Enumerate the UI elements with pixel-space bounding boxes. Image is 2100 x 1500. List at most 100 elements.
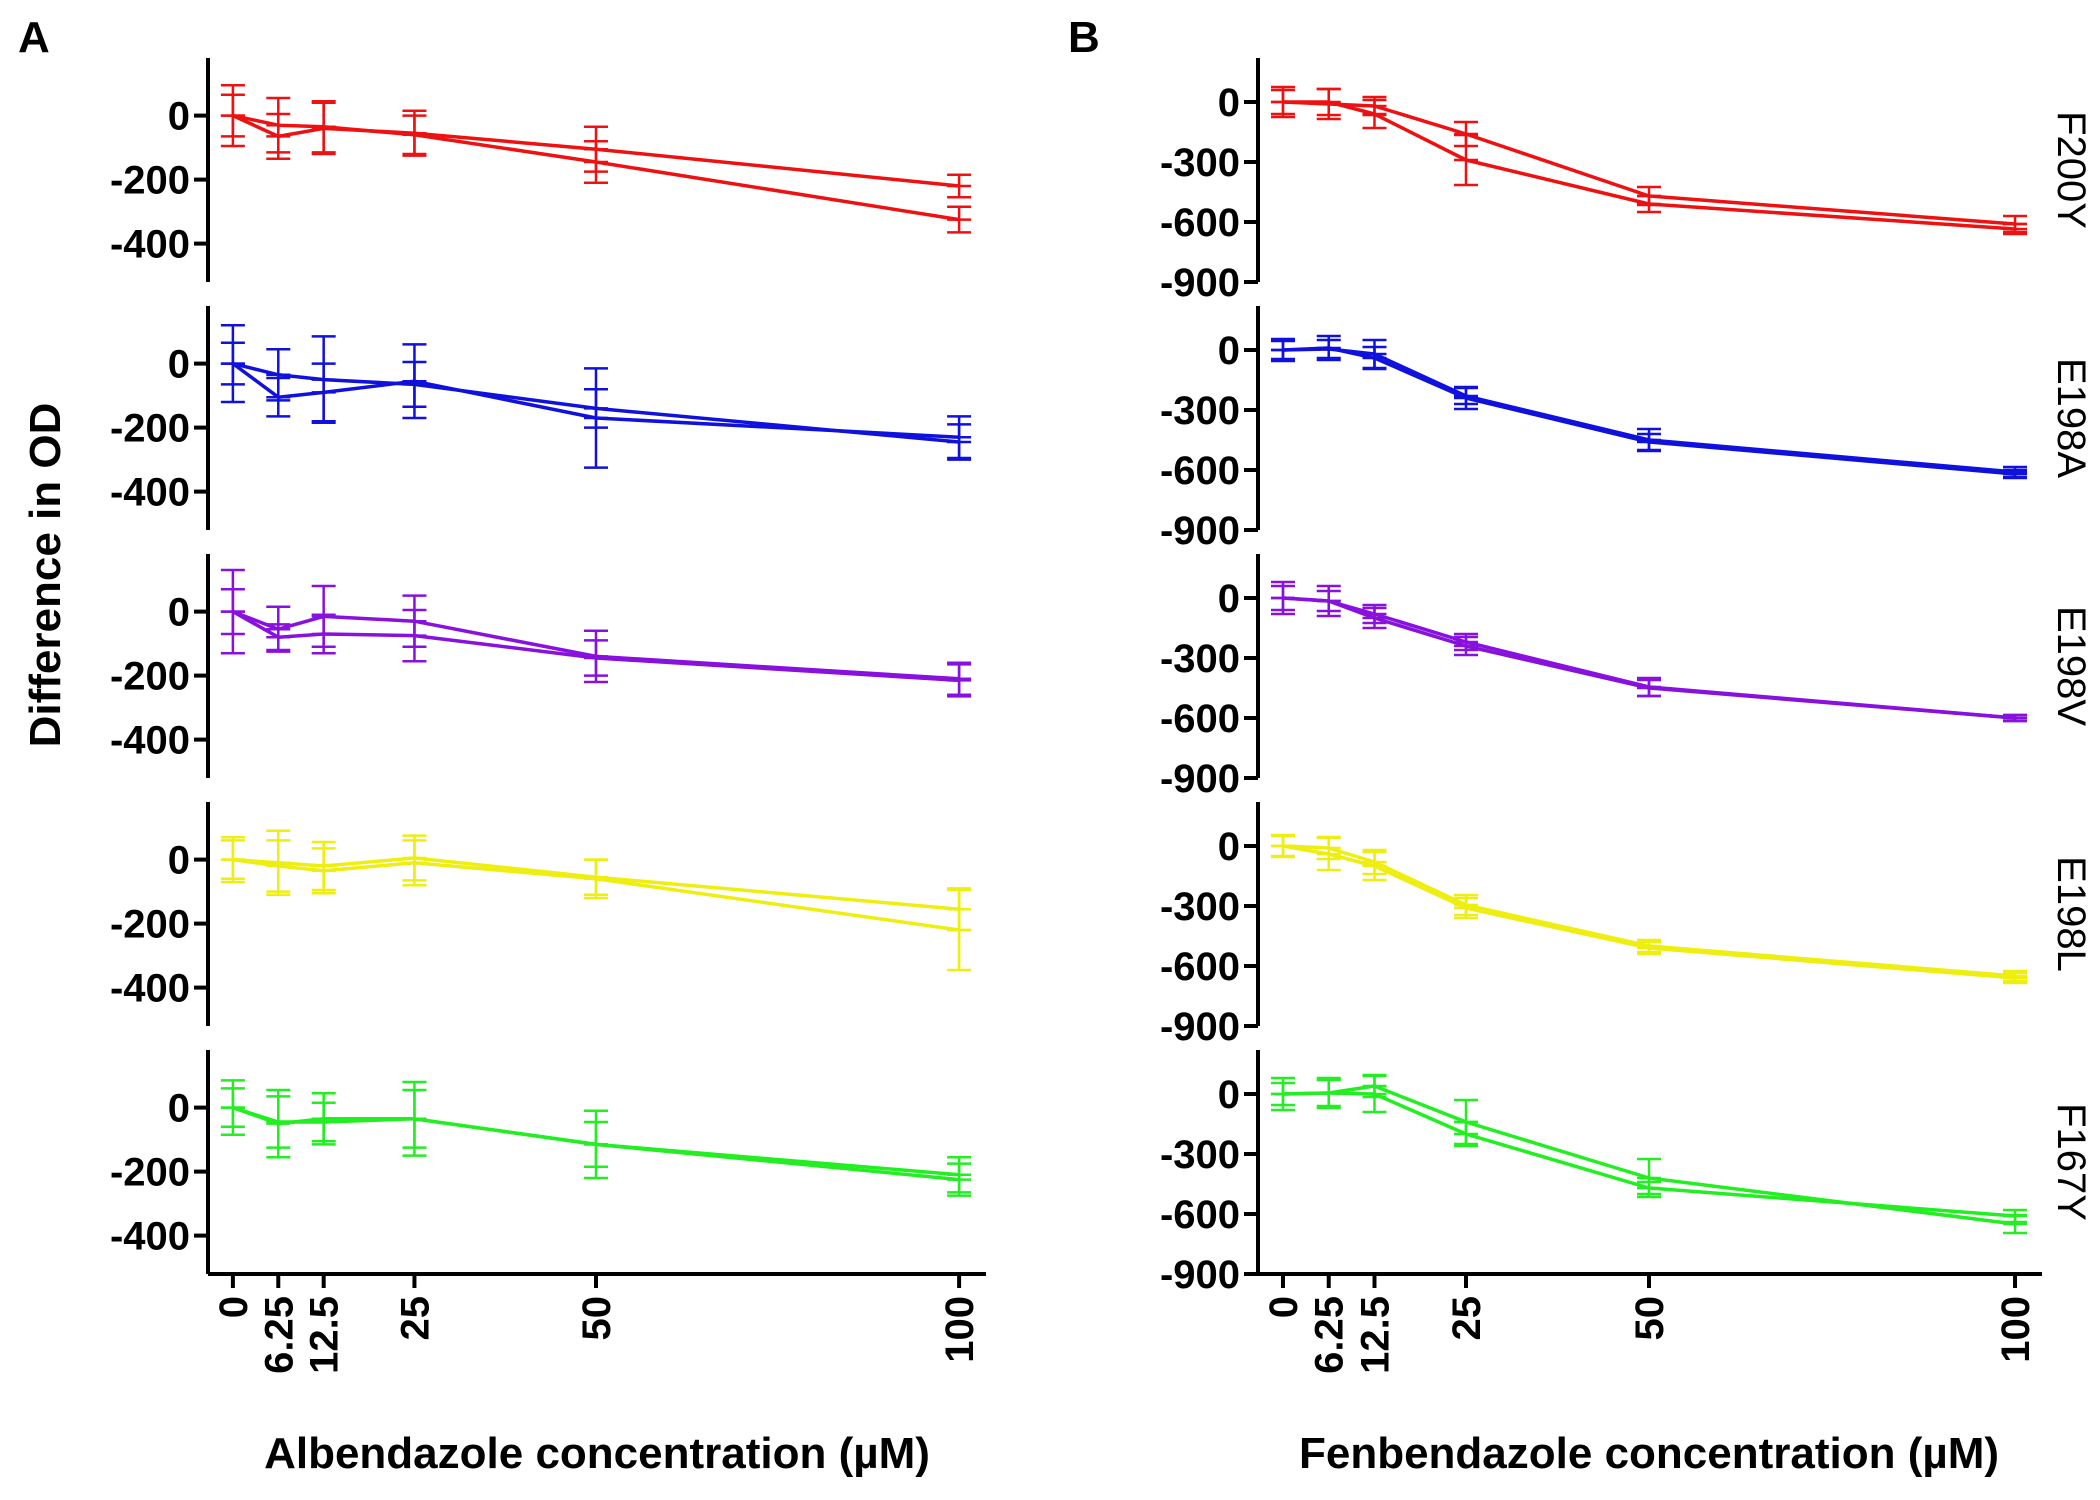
y-tick-label: -600	[1160, 1193, 1240, 1237]
error-bar	[220, 93, 245, 138]
subplot-a-f167y: 0 -200 -400	[110, 1050, 972, 1274]
subplot-a-e198l: 0 -200 -400	[110, 802, 972, 1026]
error-bar	[1453, 632, 1478, 652]
y-tick-label: -300	[1160, 389, 1240, 433]
y-tick-label: -200	[110, 159, 190, 203]
subplot-b-f167y: 0 -300 -600 -900 F167Y	[1160, 1050, 2093, 1297]
y-axis-label: Difference in OD	[21, 403, 70, 748]
y-tick-label: -900	[1160, 261, 1240, 305]
y-tick-label: -600	[1160, 945, 1240, 989]
x-axis-a: 0 6.25 12.5 25 50 100	[208, 1272, 986, 1374]
y-tick-label: -400	[110, 719, 190, 763]
error-bar	[1316, 835, 1341, 861]
error-bar	[1637, 185, 1661, 207]
error-bar	[402, 608, 427, 663]
y-tick-label: -900	[1160, 1253, 1240, 1297]
error-bar	[1362, 848, 1387, 876]
series-line-e198a-1	[1282, 346, 2016, 476]
y-tick-label: -600	[1160, 449, 1240, 493]
x-tick-label: 100	[938, 1296, 982, 1363]
subplot-a-e198v: 0 -200 -400	[110, 554, 972, 778]
y-tick-label: -300	[1160, 637, 1240, 681]
x-tick-label: 100	[1994, 1296, 2038, 1363]
error-bar	[1270, 1081, 1295, 1107]
y-tick-label: -600	[1160, 201, 1240, 245]
error-bar	[1453, 120, 1478, 148]
y-tick-label: -200	[110, 655, 190, 699]
error-bar	[220, 587, 245, 636]
error-bar	[2003, 713, 2028, 723]
error-bar	[1362, 95, 1387, 117]
subplot-a-f200y: 0 -200 -400	[110, 58, 972, 282]
x-axis-b: 0 6.25 12.5 25 50 100	[1258, 1272, 2042, 1374]
error-bar	[311, 99, 336, 154]
y-tick-label: 0	[168, 95, 190, 139]
error-bar	[2003, 1213, 2028, 1235]
panel-label-a: A	[18, 13, 50, 62]
x-tick-label: 12.5	[303, 1296, 347, 1374]
error-bar	[311, 847, 336, 895]
error-bar	[584, 639, 608, 677]
series-line-e198a-2	[232, 361, 960, 444]
error-bar	[311, 335, 336, 425]
error-bar	[947, 423, 972, 461]
x-tick-label: 12.5	[1353, 1296, 1397, 1374]
y-tick-label: -200	[110, 903, 190, 947]
y-tick-label: 0	[1218, 577, 1240, 621]
subplot-b-e198a: 0 -300 -600 -900 E198A	[1160, 306, 2093, 553]
series-line-f167y-2	[1282, 1084, 2016, 1226]
y-tick-label: -400	[110, 471, 190, 515]
y-tick-label: -400	[110, 223, 190, 267]
error-bar	[1316, 87, 1341, 121]
error-bar	[402, 839, 427, 887]
error-bar	[1637, 1157, 1661, 1199]
panel-label-b: B	[1068, 13, 1100, 62]
error-bar	[311, 613, 336, 655]
mutant-label-e198l: E198L	[2049, 856, 2093, 972]
error-bar	[220, 341, 245, 386]
y-tick-label: -300	[1160, 141, 1240, 185]
error-bar	[947, 663, 972, 698]
error-bar	[1637, 676, 1661, 698]
error-bar	[1453, 1098, 1478, 1146]
x-axis-label-albendazole: Albendazole concentration (µM)	[264, 1429, 930, 1478]
error-bar	[1637, 427, 1661, 453]
plot-area: 0 -200 -400 0 -200 -400 0 -200 -400 0 -200 -400 0 -20…	[110, 58, 2093, 1374]
series-line-e198l-1	[1282, 844, 2016, 980]
mutant-label-e198v: E198V	[2049, 606, 2093, 726]
y-tick-label: -400	[110, 1215, 190, 1259]
error-bar	[266, 623, 291, 652]
error-bar	[1362, 603, 1387, 625]
series-line-e198v-1	[1282, 596, 2016, 720]
mutant-label-f200y: F200Y	[2049, 111, 2093, 229]
series-line-e198a-1	[231, 362, 960, 439]
series-line-e198v-2	[1282, 596, 2016, 720]
x-tick-label: 25	[1445, 1296, 1489, 1341]
y-tick-label: 0	[1218, 1073, 1240, 1117]
error-bar	[1270, 834, 1295, 858]
error-bar	[266, 839, 291, 893]
x-tick-label: 50	[1628, 1296, 1672, 1341]
y-tick-label: -600	[1160, 697, 1240, 741]
error-bar	[1637, 938, 1661, 954]
y-tick-label: -200	[110, 407, 190, 451]
error-bar	[266, 347, 291, 402]
error-bar	[266, 1095, 291, 1149]
y-tick-label: 0	[1218, 329, 1240, 373]
y-tick-label: 0	[1218, 81, 1240, 125]
error-bar	[402, 360, 427, 409]
y-tick-label: -200	[110, 1151, 190, 1195]
error-bar	[584, 387, 608, 429]
error-bar	[402, 114, 427, 156]
x-tick-label: 0	[212, 1296, 256, 1318]
error-bar	[1270, 88, 1295, 116]
y-tick-label: -300	[1160, 885, 1240, 929]
x-tick-label: 0	[1262, 1296, 1306, 1318]
subplot-b-e198v: 0 -300 -600 -900 E198V	[1160, 554, 2093, 801]
y-tick-label: -900	[1160, 757, 1240, 801]
y-tick-label: -300	[1160, 1133, 1240, 1177]
error-bar	[584, 858, 608, 900]
error-bar	[1362, 338, 1387, 370]
error-bar	[2003, 214, 2028, 234]
subplot-b-e198l: 0 -300 -600 -900 E198L	[1160, 802, 2093, 1049]
